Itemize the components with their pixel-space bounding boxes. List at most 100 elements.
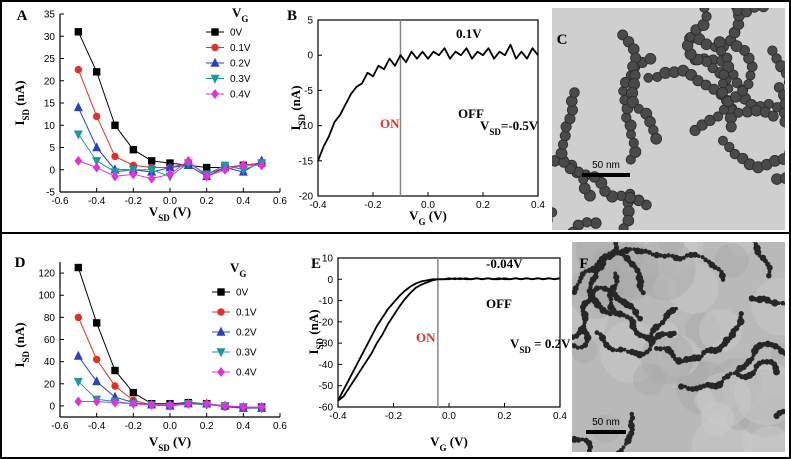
- strand: [678, 383, 685, 390]
- particle: [557, 139, 569, 150]
- legend-label: 0.1V: [236, 308, 257, 319]
- strand: [607, 251, 612, 256]
- marker: [216, 326, 226, 336]
- strand: [721, 376, 727, 381]
- y-tick-label: -50: [319, 381, 334, 392]
- annotation: VSD=-0.5V: [480, 118, 539, 137]
- particle: [561, 233, 572, 244]
- shade: [698, 308, 743, 353]
- marker: [166, 399, 174, 410]
- marker: [92, 355, 101, 364]
- y-tick-label: -20: [299, 192, 314, 203]
- x-axis-label-part: G: [440, 443, 447, 453]
- x-axis-label-part: (V): [447, 434, 468, 449]
- x-axis-label-part: V: [149, 434, 159, 449]
- x-tick-label: 0.4: [531, 200, 545, 211]
- annotation-part: ON: [416, 330, 436, 345]
- marker: [129, 146, 138, 154]
- y-tick-label: 15: [44, 99, 56, 110]
- shade: [592, 414, 621, 443]
- strand: [544, 323, 550, 329]
- particle: [567, 226, 579, 230]
- marker: [216, 348, 226, 358]
- annotation-part: SD: [489, 127, 501, 137]
- strand: [509, 311, 516, 318]
- strand: [617, 346, 624, 353]
- particle: [712, 111, 724, 122]
- x-tick-label: 0.0: [163, 196, 177, 207]
- x-tick-label: -0.4: [88, 196, 106, 207]
- y-tick-label: 0: [49, 401, 55, 412]
- series-line: [317, 43, 539, 162]
- marker: [217, 308, 225, 316]
- particle: [732, 8, 743, 16]
- panel-label: D: [15, 255, 26, 271]
- shade: [751, 278, 785, 336]
- particle: [526, 236, 537, 247]
- annotation: OFF: [458, 106, 484, 121]
- particle: [533, 230, 543, 240]
- annotation: ON: [380, 116, 400, 131]
- strand: [632, 308, 640, 316]
- micrograph: [518, 8, 785, 274]
- strand: [776, 301, 781, 305]
- strand: [506, 318, 512, 324]
- strand: [572, 342, 573, 346]
- x-axis-label: VSD (V): [149, 204, 191, 223]
- particle: [550, 265, 559, 274]
- strand: [749, 356, 755, 362]
- marker: [166, 169, 174, 180]
- x-tick-label: 0.2: [498, 411, 512, 422]
- marker: [202, 163, 211, 172]
- strand: [644, 334, 652, 342]
- strand: [608, 296, 614, 302]
- strand: [581, 323, 587, 330]
- particle: [730, 40, 743, 53]
- legend-label: 0V: [236, 288, 249, 299]
- y-axis-label-part: I: [288, 125, 303, 130]
- y-tick-label: -60: [319, 403, 334, 414]
- strand: [548, 325, 553, 330]
- particle: [781, 67, 785, 79]
- particle: [552, 256, 563, 267]
- marker: [74, 313, 83, 322]
- particle: [550, 247, 561, 258]
- particle: [518, 238, 528, 248]
- y-tick-label: -30: [319, 339, 334, 350]
- marker: [74, 396, 83, 407]
- particle: [622, 214, 635, 227]
- strand: [686, 386, 692, 392]
- particle: [628, 137, 639, 149]
- marker: [92, 157, 102, 167]
- strand: [784, 302, 785, 306]
- panel-label: B: [287, 8, 297, 24]
- marker: [147, 173, 156, 184]
- strand: [780, 408, 785, 415]
- strand: [586, 453, 590, 457]
- strand: [634, 247, 641, 255]
- legend-label: 0.2V: [230, 59, 251, 70]
- strand: [706, 259, 712, 265]
- strand: [689, 386, 696, 392]
- shade: [572, 337, 598, 364]
- strand: [537, 320, 543, 326]
- shade: [714, 243, 749, 278]
- y-tick-label: 20: [44, 379, 56, 390]
- x-axis-label-part: SD: [158, 443, 170, 453]
- particle: [717, 135, 728, 146]
- marker: [92, 68, 101, 76]
- y-axis-label-part: SD: [21, 108, 31, 120]
- x-tick-label: 0.4: [553, 411, 567, 422]
- strand: [632, 247, 636, 252]
- annotation-part: = 0.2V: [531, 336, 571, 351]
- marker: [147, 399, 156, 410]
- particle: [757, 8, 769, 13]
- strand: [629, 415, 636, 421]
- particle: [624, 191, 636, 204]
- strand: [615, 450, 621, 452]
- x-axis-label-part: G: [419, 217, 426, 227]
- y-axis-label-part: SD: [21, 350, 31, 362]
- y-tick-label: -5: [46, 188, 55, 199]
- legend-label: 0.1V: [230, 43, 251, 54]
